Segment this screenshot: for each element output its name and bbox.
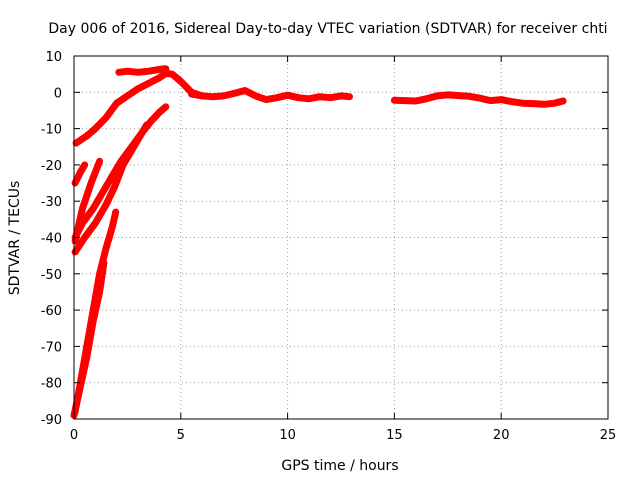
x-tick-label: 0: [70, 428, 78, 443]
y-tick-label: -30: [41, 195, 62, 210]
series-arc-10: [71, 157, 104, 245]
y-axis-title: SDTVAR / TECUs: [7, 181, 23, 296]
y-tick-label: -40: [41, 232, 62, 247]
x-axis-title: GPS time / hours: [281, 458, 398, 474]
y-tick-label: -50: [41, 268, 62, 283]
data-series: [70, 65, 567, 419]
x-tick-label: 20: [493, 428, 510, 443]
x-tick-label: 15: [386, 428, 403, 443]
x-tick-labels: 0 5 10 15 20 25: [70, 428, 616, 443]
series-arc-4: [390, 91, 567, 108]
x-tick-label: 25: [600, 428, 617, 443]
series-arc-8: [70, 259, 108, 419]
series-arc-6: [71, 121, 151, 256]
y-tick-label: -90: [41, 413, 62, 428]
y-tick-label: -20: [41, 159, 62, 174]
series-arc-1: [72, 69, 206, 147]
y-tick-label: 10: [45, 50, 62, 65]
axis-ticks: [73, 55, 609, 420]
y-tick-label: 0: [54, 86, 62, 101]
x-tick-label: 10: [279, 428, 296, 443]
y-tick-label: -80: [41, 377, 62, 392]
y-tick-label: -60: [41, 304, 62, 319]
series-arc-3: [188, 87, 353, 104]
y-tick-label: -10: [41, 123, 62, 138]
y-tick-labels: 10 0 -10 -20 -30 -40 -50 -60 -70 -80 -90: [41, 50, 62, 428]
series-arc-9: [71, 161, 89, 187]
chart-title: Day 006 of 2016, Sidereal Day-to-day VTE…: [48, 21, 607, 37]
series-arc-5: [71, 103, 170, 241]
x-tick-label: 5: [177, 428, 185, 443]
series-arc-2: [115, 65, 170, 76]
grid: [74, 56, 608, 419]
y-tick-label: -70: [41, 340, 62, 355]
